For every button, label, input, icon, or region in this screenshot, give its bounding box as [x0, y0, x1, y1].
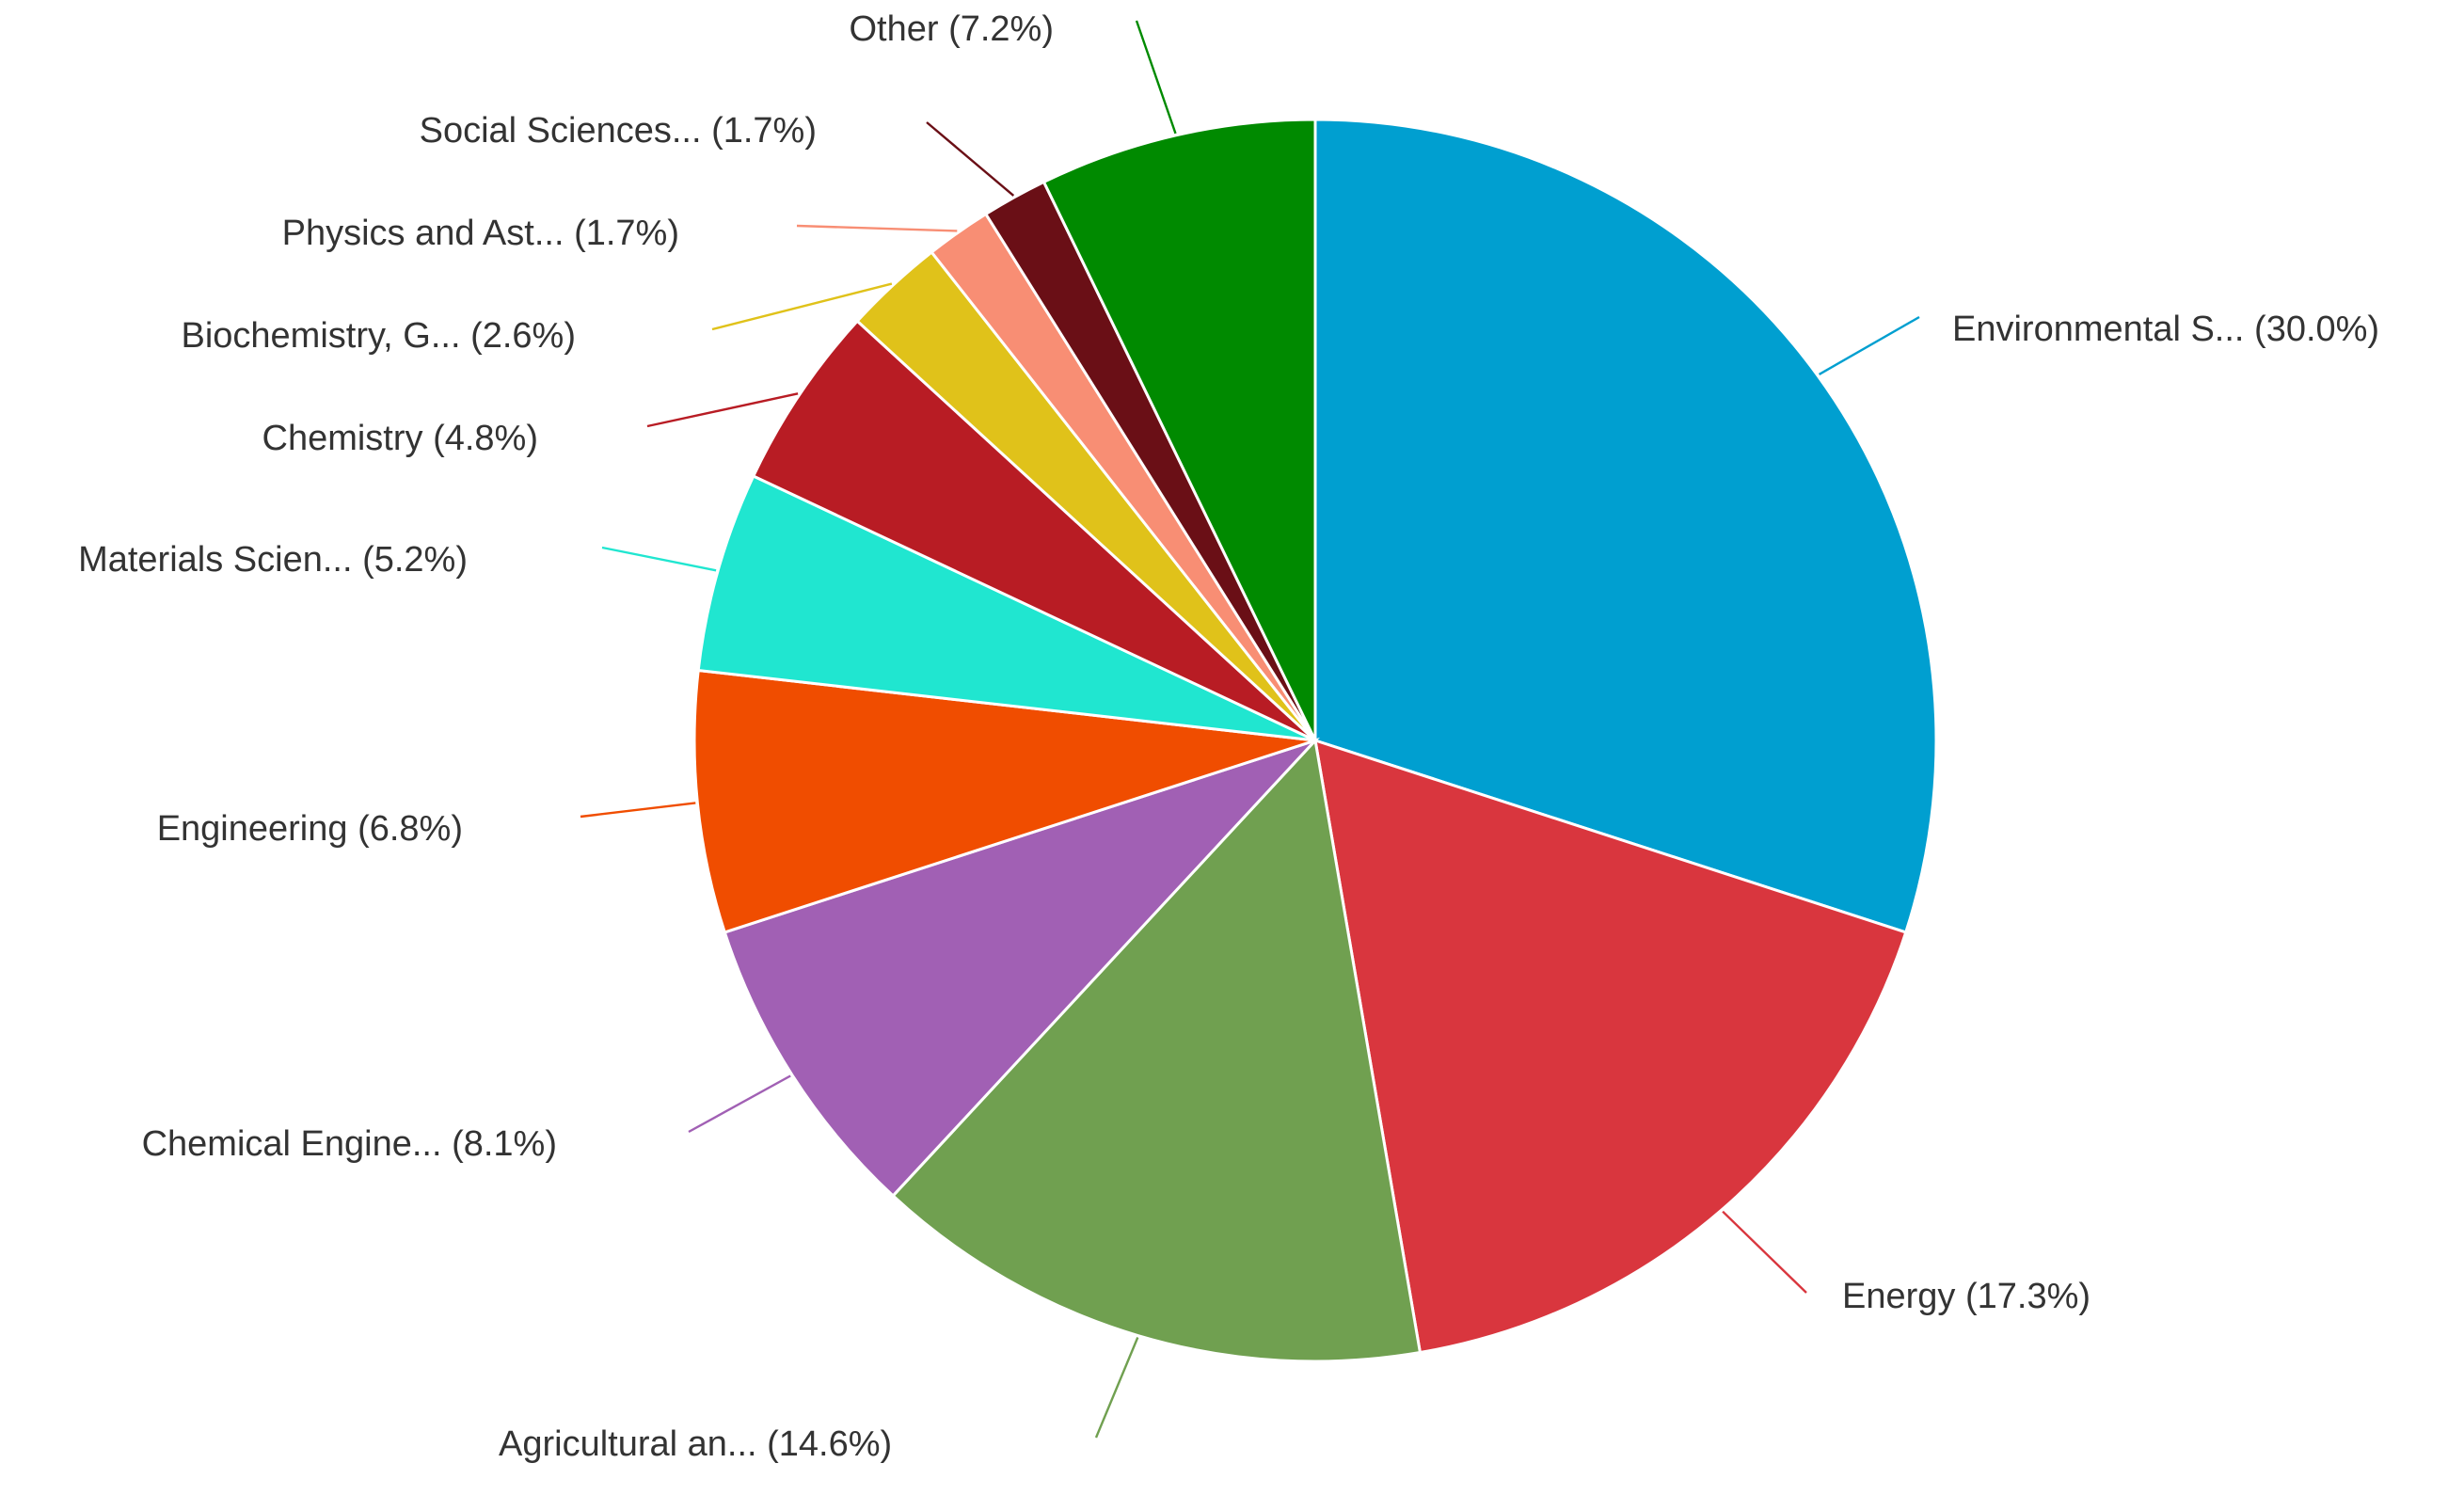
pie-leader-line-3	[688, 1074, 791, 1134]
pie-slice-3	[723, 737, 1321, 1199]
pie-label-2: Agricultural an... (14.6%)	[499, 1424, 892, 1464]
pie-leader-line-8	[796, 224, 958, 232]
pie-label-10: Other (7.2%)	[849, 9, 1054, 49]
pie-label-1: Energy (17.3%)	[1842, 1277, 2090, 1316]
pie-slice-6	[751, 319, 1317, 742]
pie-leader-line-10	[1135, 20, 1177, 135]
pie-label-3: Chemical Engine... (8.1%)	[142, 1124, 557, 1164]
pie-label-6: Chemistry (4.8%)	[262, 419, 539, 458]
pie-leader-line-5	[601, 546, 717, 572]
pie-leader-line-7	[711, 282, 893, 331]
pie-labels: Environmental S... (30.0%) Energy (17.3%)…	[78, 9, 2379, 1464]
pie-leader-lines	[580, 20, 1920, 1439]
pie-slice-4	[692, 668, 1316, 934]
pie-slice-10	[1041, 118, 1317, 741]
pie-label-7: Biochemistry, G... (2.6%)	[181, 316, 576, 356]
pie-leader-line-6	[646, 392, 799, 428]
pie-slice-1	[1313, 738, 1908, 1355]
pie-slice-5	[696, 473, 1316, 742]
pie-label-5: Materials Scien... (5.2%)	[78, 540, 468, 580]
pie-leader-line-4	[580, 802, 696, 819]
pie-label-0: Environmental S... (30.0%)	[1952, 310, 2379, 349]
pie-leader-line-2	[1094, 1337, 1139, 1439]
pie-slices	[692, 118, 1938, 1363]
pie-label-8: Physics and Ast... (1.7%)	[282, 214, 679, 253]
pie-leader-line-1	[1722, 1210, 1807, 1294]
pie-slice-0	[1313, 118, 1938, 934]
pie-slice-2	[891, 737, 1423, 1363]
pie-leader-line-0	[1819, 315, 1920, 375]
pie-label-4: Engineering (6.8%)	[157, 809, 463, 849]
pie-leader-line-9	[926, 121, 1015, 197]
pie-label-9: Social Sciences... (1.7%)	[420, 111, 817, 151]
